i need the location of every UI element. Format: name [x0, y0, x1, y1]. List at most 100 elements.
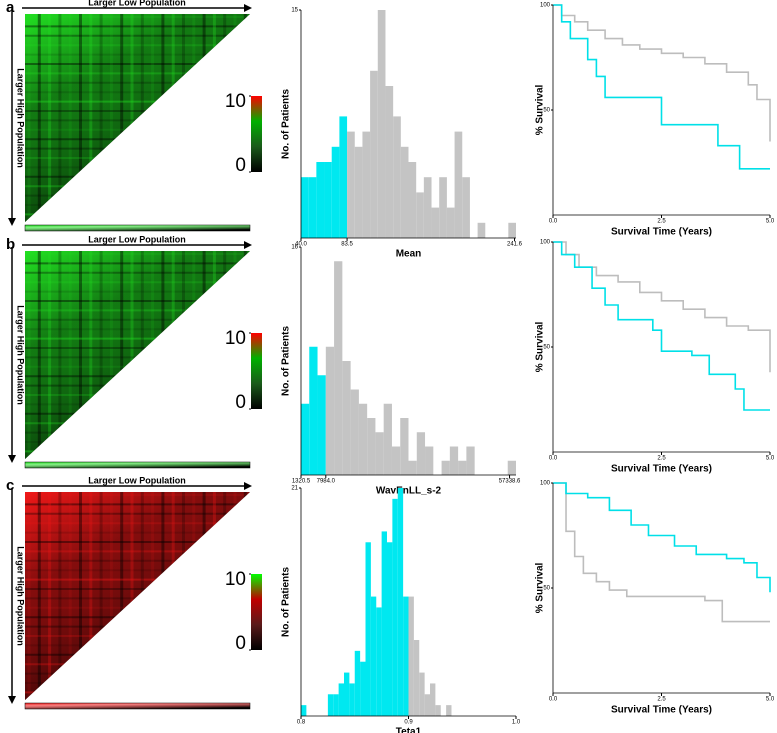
bar	[324, 162, 332, 238]
bar	[462, 177, 470, 238]
bar	[354, 146, 363, 238]
bar	[416, 432, 426, 475]
x-tick-label: 0.0	[549, 697, 558, 703]
x-tick-label: 5.0	[766, 219, 775, 225]
y-axis-label: % Survival	[535, 84, 546, 135]
x-tick-label: 2.5	[657, 219, 666, 225]
bar	[383, 403, 392, 475]
bar	[403, 596, 409, 716]
bar	[416, 192, 424, 238]
colorbar-tick-label: 0	[235, 392, 246, 413]
bar	[413, 640, 420, 716]
bar	[325, 346, 335, 475]
x-axis-label: Teta1	[396, 727, 422, 733]
x-axis-label: Larger Low Population	[88, 475, 186, 485]
bar	[441, 460, 450, 475]
bar	[408, 162, 417, 238]
x-tick-label: 83.5	[341, 242, 353, 248]
bar	[377, 10, 386, 238]
bar	[508, 222, 516, 238]
y-axis-label: Larger High Population	[16, 546, 26, 646]
y-axis-label: No. of Patients	[281, 89, 292, 159]
y-tick-label: 50	[543, 586, 550, 592]
bar	[408, 460, 417, 475]
bar	[507, 460, 516, 475]
bar	[342, 361, 351, 475]
x-tick-label: 5.0	[766, 697, 775, 703]
bar	[419, 672, 425, 716]
x-tick-label: 0.9	[404, 720, 413, 726]
colorbar-tick-label: 10	[225, 569, 246, 590]
bar	[344, 672, 350, 716]
colorbar	[251, 96, 262, 172]
x-axis-label: Survival Time (Years)	[611, 464, 712, 475]
bar	[370, 596, 377, 716]
bar	[387, 542, 393, 716]
bar	[301, 705, 307, 716]
x-tick-label: 0.0	[549, 219, 558, 225]
bar	[397, 488, 404, 716]
bar	[370, 70, 378, 238]
bar	[317, 375, 326, 475]
bar	[391, 446, 401, 475]
bar	[400, 146, 409, 238]
bar	[446, 705, 452, 716]
x-axis-label: Mean	[396, 249, 422, 260]
survival-curve	[553, 482, 771, 593]
bar	[425, 446, 434, 475]
y-axis-label: % Survival	[535, 321, 546, 372]
y-tick-label: 100	[540, 240, 551, 246]
x-tick-label: 5.0	[766, 456, 775, 462]
panel-label: a	[6, 0, 15, 16]
x-axis-label: WavEnLL_s-2	[376, 486, 442, 497]
bar	[367, 418, 376, 475]
x-arrowhead	[244, 4, 252, 12]
y-arrowhead	[8, 218, 16, 226]
heatmap-triangle	[25, 251, 250, 459]
survival-curve	[553, 482, 770, 623]
y-tick-label: 100	[540, 481, 551, 487]
bar	[331, 146, 340, 238]
y-tick-label: 16	[291, 245, 298, 251]
heatmap-triangle	[25, 14, 250, 222]
bar	[423, 177, 432, 238]
bar	[376, 607, 382, 716]
x-tick-label: 241.6	[507, 242, 523, 248]
bar	[327, 694, 334, 716]
bar	[458, 460, 467, 475]
panel-label: b	[6, 236, 15, 253]
x-tick-label: 1320.5	[292, 479, 311, 485]
heatmap-strip	[24, 224, 251, 232]
bar	[446, 207, 455, 238]
x-tick-label: 1.0	[512, 720, 521, 726]
bar	[424, 694, 430, 716]
y-arrowhead	[8, 696, 16, 704]
y-tick-label: 21	[291, 486, 298, 492]
x-axis-label: Larger Low Population	[88, 234, 186, 244]
panel-label: c	[6, 477, 14, 494]
x-axis-label: Larger Low Population	[88, 0, 186, 7]
bar	[301, 177, 309, 238]
bar	[347, 131, 355, 238]
bar	[381, 531, 387, 716]
x-axis-label: Survival Time (Years)	[611, 705, 712, 716]
x-tick-label: 2.5	[657, 456, 666, 462]
bar	[338, 683, 344, 716]
y-axis-label: No. of Patients	[281, 326, 292, 396]
bar	[466, 446, 475, 475]
y-tick-label: 50	[543, 345, 550, 351]
bar	[408, 596, 414, 716]
bar	[333, 694, 339, 716]
x-tick-label: 2.5	[657, 697, 666, 703]
bar	[477, 222, 486, 238]
survival-curve	[553, 241, 771, 373]
x-tick-label: 7984.0	[317, 479, 336, 485]
colorbar-tick-label: 0	[235, 633, 246, 654]
bar	[316, 162, 325, 238]
x-tick-label: 0.0	[549, 456, 558, 462]
bar	[435, 705, 441, 716]
bar	[334, 261, 343, 475]
y-arrowhead	[8, 455, 16, 463]
bar	[309, 346, 318, 475]
